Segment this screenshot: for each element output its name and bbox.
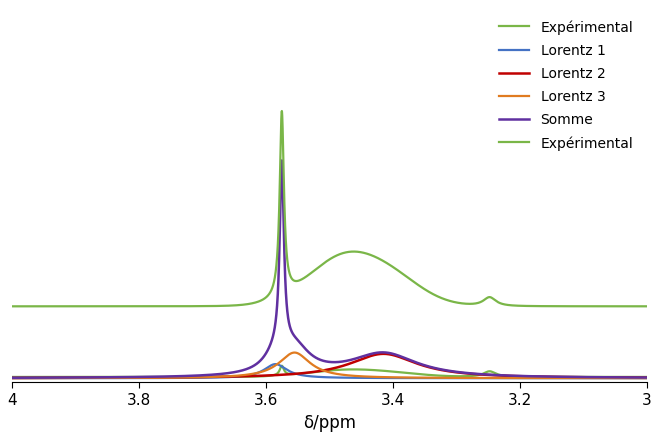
- Lorentz 3: [8, 376, 16, 381]
- Lorentz 1: [40, 376, 47, 381]
- X-axis label: δ/ppm: δ/ppm: [303, 413, 356, 431]
- Lorentz 3: [291, 350, 299, 355]
- Lorentz 2: [380, 351, 387, 357]
- Expérimental: [8, 304, 16, 309]
- Somme: [40, 375, 47, 381]
- Legend: Expérimental, Lorentz 1, Lorentz 2, Lorentz 3, Somme, Expérimental: Expérimental, Lorentz 1, Lorentz 2, Lore…: [492, 14, 641, 158]
- Lorentz 2: [8, 375, 16, 381]
- Expérimental: [278, 363, 286, 368]
- Line: Lorentz 3: Lorentz 3: [12, 353, 647, 378]
- Lorentz 1: [384, 375, 391, 381]
- Lorentz 1: [479, 376, 487, 381]
- Line: Expérimental: Expérimental: [12, 112, 647, 307]
- Somme: [384, 350, 391, 356]
- Somme: [643, 375, 651, 380]
- Expérimental: [643, 374, 651, 380]
- Line: Lorentz 2: Lorentz 2: [12, 354, 647, 378]
- Expérimental: [40, 374, 47, 380]
- Somme: [479, 372, 487, 377]
- Expérimental: [412, 371, 420, 377]
- Expérimental: [643, 304, 651, 309]
- Lorentz 3: [40, 376, 47, 381]
- Lorentz 1: [412, 376, 420, 381]
- Lorentz 3: [643, 376, 651, 381]
- Lorentz 1: [272, 362, 279, 367]
- Expérimental: [513, 374, 521, 379]
- Line: Lorentz 1: Lorentz 1: [12, 364, 647, 378]
- Expérimental: [40, 304, 47, 309]
- Lorentz 3: [513, 375, 521, 381]
- Line: Expérimental: Expérimental: [12, 366, 647, 377]
- Expérimental: [513, 304, 521, 309]
- Expérimental: [8, 374, 16, 380]
- Lorentz 2: [384, 352, 391, 357]
- Expérimental: [278, 109, 286, 114]
- Lorentz 3: [412, 375, 420, 380]
- Lorentz 2: [412, 360, 420, 366]
- Expérimental: [384, 261, 391, 267]
- Lorentz 1: [643, 376, 651, 381]
- Expérimental: [238, 374, 246, 380]
- Lorentz 3: [479, 375, 487, 381]
- Somme: [278, 159, 286, 164]
- Lorentz 3: [238, 373, 246, 378]
- Lorentz 2: [513, 374, 521, 379]
- Lorentz 2: [479, 372, 487, 378]
- Expérimental: [412, 281, 420, 286]
- Lorentz 2: [238, 374, 246, 379]
- Lorentz 2: [40, 375, 47, 381]
- Expérimental: [384, 369, 391, 374]
- Lorentz 1: [513, 376, 521, 381]
- Expérimental: [479, 371, 487, 377]
- Somme: [412, 360, 420, 365]
- Lorentz 3: [384, 375, 391, 380]
- Somme: [513, 373, 521, 378]
- Lorentz 2: [643, 375, 651, 381]
- Somme: [238, 368, 246, 373]
- Expérimental: [238, 303, 246, 308]
- Lorentz 1: [8, 376, 16, 381]
- Somme: [8, 375, 16, 381]
- Lorentz 1: [238, 374, 246, 379]
- Line: Somme: Somme: [12, 161, 647, 378]
- Expérimental: [479, 298, 487, 304]
